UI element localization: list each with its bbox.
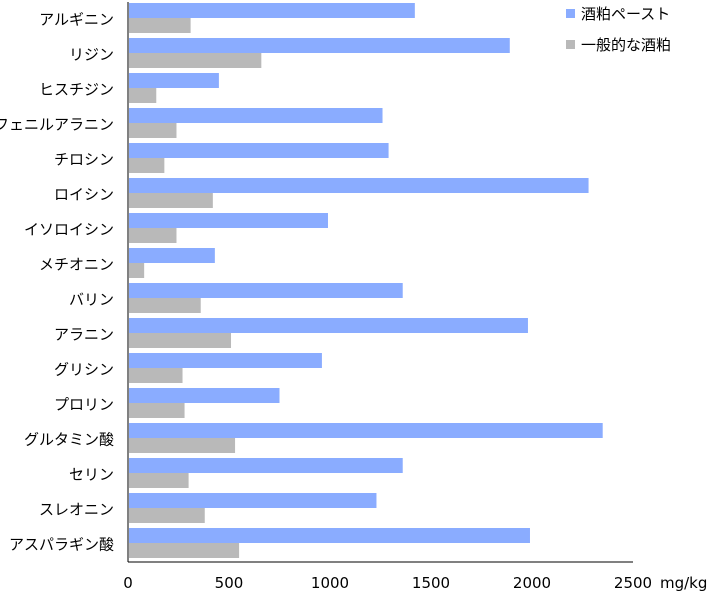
bar-regular-7: [129, 263, 145, 278]
bar-regular-1: [129, 53, 262, 68]
bar-paste-15: [129, 528, 530, 543]
bar-paste-6: [129, 213, 328, 228]
bar-paste-4: [129, 143, 389, 158]
category-label: プロリン: [54, 396, 114, 414]
x-tick-labels: 0 500 1000 1500 2000 2500: [123, 574, 652, 592]
x-tick-label: 1000: [311, 574, 349, 592]
category-labels: アルギニンリジンヒスチジンフェニルアラニンチロシンロイシンイソロイシンメチオニン…: [0, 11, 114, 554]
bar-paste-13: [129, 458, 403, 473]
category-label: グルタミン酸: [24, 431, 114, 449]
bar-regular-14: [129, 508, 205, 523]
category-label: アスパラギン酸: [9, 536, 114, 554]
bar-paste-8: [129, 283, 403, 298]
bar-paste-1: [129, 38, 510, 53]
category-label: フェニルアラニン: [0, 116, 114, 134]
x-tick-label: 0: [123, 574, 133, 592]
x-tick-label: 1500: [412, 574, 450, 592]
bars-group: [129, 3, 603, 558]
x-tick-label: 2500: [614, 574, 652, 592]
bar-regular-0: [129, 18, 191, 33]
category-label: ロイシン: [54, 186, 114, 204]
bar-regular-9: [129, 333, 232, 348]
bar-paste-14: [129, 493, 377, 508]
legend-swatch: [566, 9, 575, 18]
category-label: スレオニン: [39, 501, 114, 519]
legend-label: 酒粕ペースト: [581, 5, 670, 23]
bar-regular-5: [129, 193, 213, 208]
category-label: チロシン: [54, 151, 114, 169]
bar-paste-12: [129, 423, 603, 438]
x-tick-label: 2000: [513, 574, 551, 592]
x-tick-label: 500: [215, 574, 244, 592]
legend-label: 一般的な酒粕: [581, 36, 671, 54]
bar-regular-11: [129, 403, 185, 418]
category-label: ヒスチジン: [39, 81, 114, 99]
bar-regular-15: [129, 543, 240, 558]
bar-regular-4: [129, 158, 165, 173]
bar-regular-13: [129, 473, 189, 488]
bar-paste-5: [129, 178, 589, 193]
category-label: アラニン: [54, 326, 114, 344]
category-label: セリン: [69, 466, 114, 484]
category-label: アルギニン: [39, 11, 114, 29]
bar-regular-10: [129, 368, 183, 383]
bar-regular-8: [129, 298, 201, 313]
bar-regular-2: [129, 88, 157, 103]
category-label: イソロイシン: [24, 221, 114, 239]
bar-regular-6: [129, 228, 177, 243]
x-unit-label: mg/kg: [660, 574, 707, 592]
bar-paste-7: [129, 248, 215, 263]
legend-swatch: [566, 40, 575, 49]
bar-paste-11: [129, 388, 280, 403]
category-label: リジン: [69, 46, 114, 64]
bar-paste-10: [129, 353, 322, 368]
bar-regular-3: [129, 123, 177, 138]
bar-paste-0: [129, 3, 415, 18]
bar-paste-2: [129, 73, 219, 88]
category-label: バリン: [69, 291, 114, 309]
category-label: グリシン: [54, 361, 114, 379]
bar-regular-12: [129, 438, 236, 453]
bar-paste-9: [129, 318, 528, 333]
bar-paste-3: [129, 108, 383, 123]
category-label: メチオニン: [39, 256, 114, 274]
